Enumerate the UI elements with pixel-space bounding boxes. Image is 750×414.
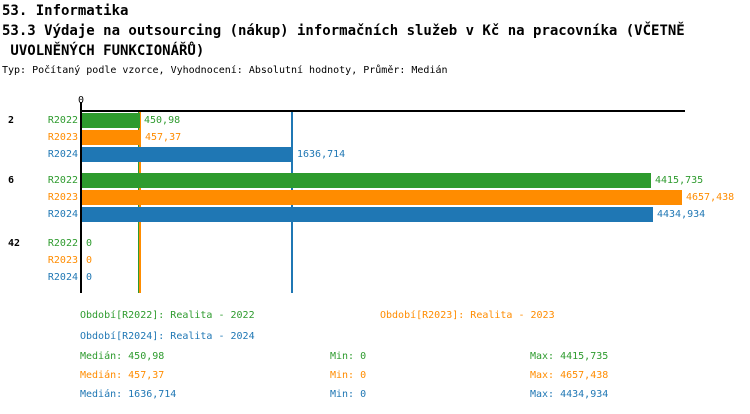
bar-value-label: 457,37 [145,132,182,143]
bar-6-r2024 [82,207,653,222]
legend-item-r2022: Období[R2022]: Realita - 2022 [80,310,255,321]
bar-6-r2023 [82,190,682,205]
stat-min-r2024: Min: 0 [330,389,367,400]
series-label-r2024: R2024 [47,209,78,220]
bar-2-r2022 [82,113,140,128]
stat-min-r2022: Min: 0 [330,351,367,362]
bar-value-label: 4415,735 [655,175,704,186]
indicator-meta-line: Typ: Počítaný podle vzorce, Vyhodnocení:… [2,65,448,76]
legend-item-r2023: Období[R2023]: Realita - 2023 [380,310,555,321]
bar-2-r2024 [82,147,293,162]
bar-6-r2022 [82,173,651,188]
y-axis-line [80,102,82,293]
stat-median-r2024: Medián: 1636,714 [80,389,177,400]
report-section-title: 53. Informatika [2,3,129,19]
series-label-r2022: R2022 [47,238,78,249]
bar-chart-plot: 0 2 R2022 450,98 R2023 457,37 R2024 1636,714 6 R2… [8,95,735,293]
x-axis-line [80,110,685,112]
stat-median-r2022: Medián: 450,98 [80,351,165,362]
bar-value-label: 0 [86,255,93,266]
x-axis-zero-label: 0 [78,95,85,106]
series-label-r2022: R2022 [47,115,78,126]
group-label-2: 2 [8,115,15,126]
series-label-r2023: R2023 [47,192,78,203]
stat-max-r2022: Max: 4415,735 [530,351,609,362]
bar-value-label: 0 [86,238,93,249]
series-label-r2023: R2023 [47,132,78,143]
stat-max-r2024: Max: 4434,934 [530,389,609,400]
group-label-6: 6 [8,175,15,186]
legend-item-r2024: Období[R2024]: Realita - 2024 [80,331,255,342]
series-label-r2024: R2024 [47,272,78,283]
indicator-title-line1: 53.3 Výdaje na outsourcing (nákup) infor… [2,23,685,39]
series-label-r2024: R2024 [47,149,78,160]
bar-value-label: 4434,934 [657,209,706,220]
stat-max-r2023: Max: 4657,438 [530,370,609,381]
series-label-r2023: R2023 [47,255,78,266]
stat-min-r2023: Min: 0 [330,370,367,381]
indicator-title-line2: UVOLNĚNÝCH FUNKCIONÁŘŮ) [2,43,205,59]
stat-median-r2023: Medián: 457,37 [80,370,165,381]
bar-value-label: 4657,438 [686,192,735,203]
bar-2-r2023 [82,130,141,145]
group-label-42: 42 [8,238,21,249]
bar-value-label: 0 [86,272,93,283]
bar-value-label: 450,98 [144,115,181,126]
bar-value-label: 1636,714 [297,149,346,160]
series-label-r2022: R2022 [47,175,78,186]
